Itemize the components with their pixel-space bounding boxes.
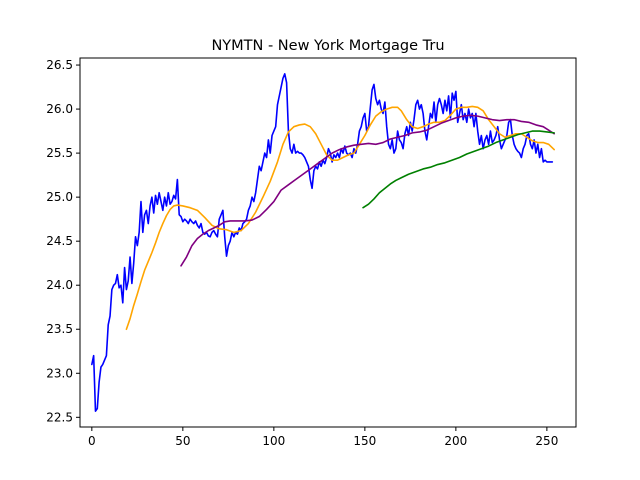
- series-layer: [91, 73, 555, 412]
- y-tick-label: 24.5: [46, 234, 73, 248]
- x-tick-label: 200: [444, 434, 467, 448]
- y-tick-label: 24.0: [46, 278, 73, 292]
- y-tick-label: 26.5: [46, 58, 73, 72]
- axes-frame: [79, 57, 577, 428]
- x-tick-label: 150: [353, 434, 376, 448]
- y-tick-label: 23.5: [46, 322, 73, 336]
- chart-title: NYMTN - New York Mortgage Tru: [211, 38, 444, 54]
- x-tick-label: 0: [88, 434, 96, 448]
- x-tick-label: 250: [535, 434, 558, 448]
- series-line-3: [180, 114, 555, 267]
- x-tick-label: 50: [175, 434, 190, 448]
- x-tick-label: 100: [262, 434, 285, 448]
- y-tick-label: 26.0: [46, 102, 73, 116]
- x-axis: 0 50 100 150 200 250: [88, 427, 558, 448]
- series-line-4: [362, 130, 555, 209]
- y-tick-label: 25.0: [46, 190, 73, 204]
- y-tick-label: 25.5: [46, 146, 73, 160]
- series-line-2: [125, 105, 555, 331]
- y-axis: 22.5 23.0 23.5 24.0 24.5 25.0 25.5 26.0 26.5: [46, 58, 80, 424]
- y-tick-label: 22.5: [46, 410, 73, 424]
- y-tick-label: 23.0: [46, 366, 73, 380]
